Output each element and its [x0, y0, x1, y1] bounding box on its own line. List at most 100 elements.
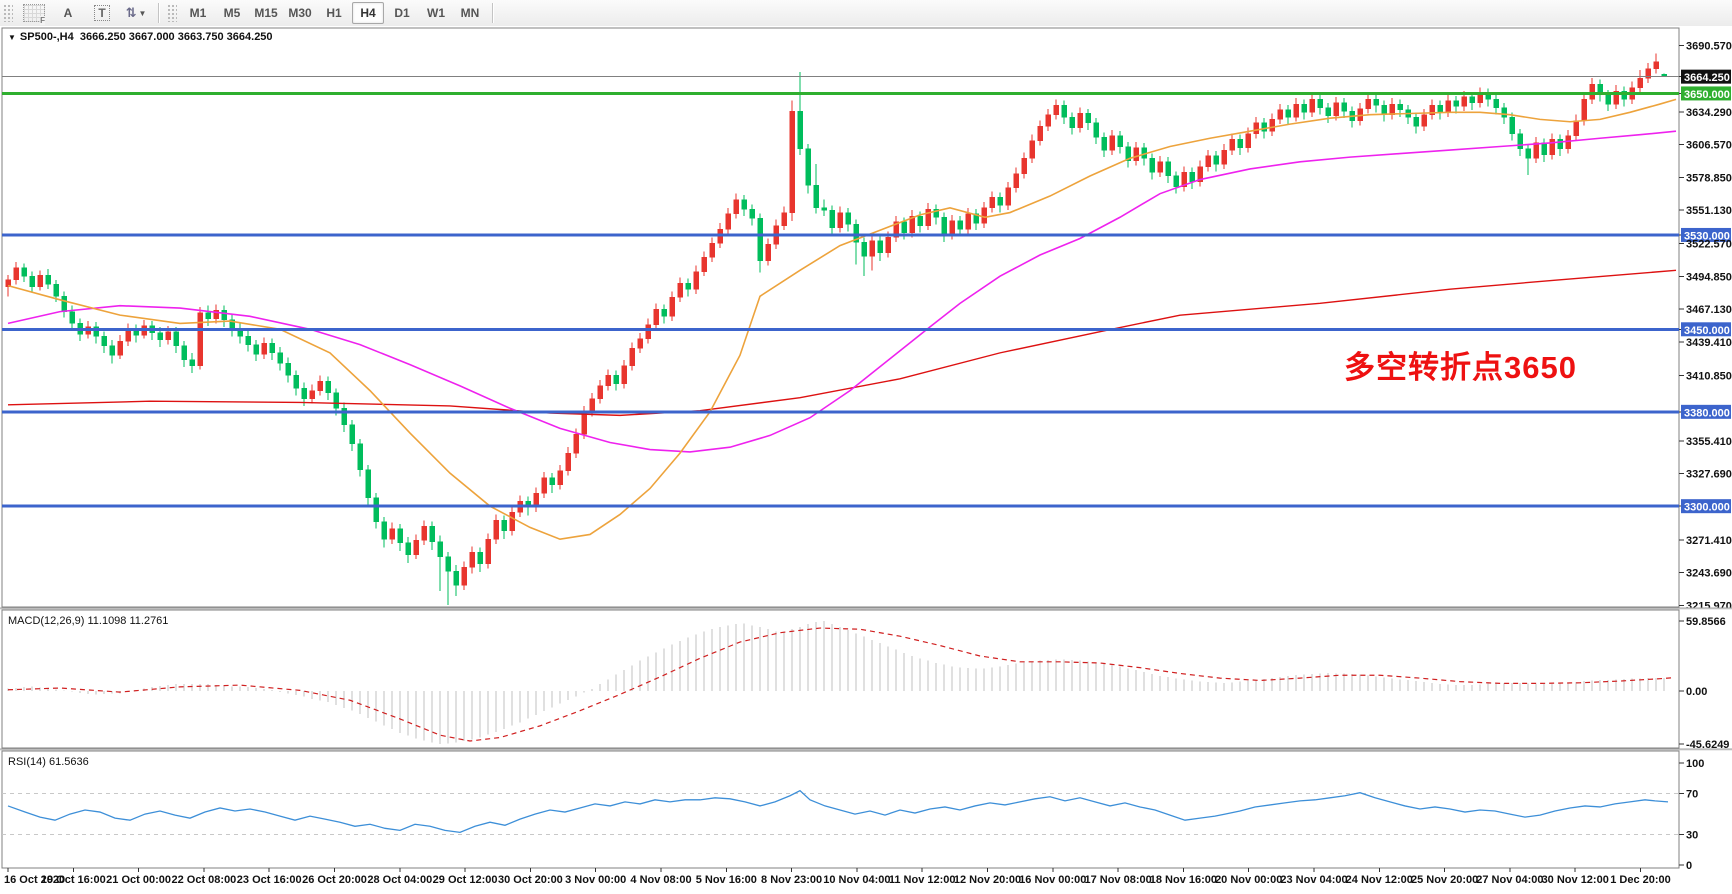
time-tick-label: 16 Oct 2020: [4, 874, 65, 886]
candle-body: [1341, 102, 1347, 112]
candle-body: [405, 542, 411, 555]
text-a-icon[interactable]: A: [63, 6, 73, 20]
candle-body: [1525, 148, 1531, 159]
candle-body: [581, 411, 587, 435]
candle-body: [829, 209, 835, 229]
time-tick-label: 19 Oct 16:00: [41, 874, 106, 886]
candle-body: [1293, 103, 1299, 118]
timeframe-toolbar: M1 M5 M15 M30 H1 H4 D1 W1 MN: [181, 2, 487, 24]
candle-body: [317, 380, 323, 391]
candle-body: [677, 283, 683, 298]
candle-body: [1093, 122, 1099, 138]
price-label-box-green: [1681, 86, 1731, 101]
candle-body: [349, 424, 355, 444]
timeframe-button-m1[interactable]: M1: [189, 6, 207, 20]
timeframe-button-w1[interactable]: W1: [427, 6, 445, 20]
candle-body: [917, 215, 923, 226]
timeframe-button-m30[interactable]: M30: [288, 6, 312, 20]
candle-body: [1229, 139, 1235, 151]
price-label-box-black: [1681, 69, 1731, 84]
text-label-icon[interactable]: T: [86, 2, 118, 24]
toolbar-separator: [158, 3, 159, 23]
candle-body: [1333, 102, 1339, 117]
candle-body: [109, 345, 115, 356]
candle-body: [941, 217, 947, 236]
candle-body: [605, 375, 611, 387]
price-tick-label: 3410.850: [1686, 370, 1732, 382]
price-tick-label: 3215.970: [1686, 600, 1732, 612]
price-tick-label: 3439.410: [1686, 337, 1732, 349]
price-tick-label: 3467.130: [1686, 304, 1732, 316]
candle-body: [1197, 166, 1203, 183]
rsi-tick-label: 70: [1686, 789, 1698, 801]
candle-body: [245, 336, 251, 345]
candle-body: [1173, 175, 1179, 187]
candle-body: [1269, 119, 1275, 132]
candle-body: [725, 213, 731, 230]
price-label-box-blue: [1681, 404, 1731, 419]
time-tick-label: 8 Nov 23:00: [761, 874, 822, 886]
candle-body: [1277, 109, 1283, 120]
time-tick-label: 23 Oct 16:00: [237, 874, 302, 886]
candle-body: [597, 385, 603, 400]
candle-body: [797, 110, 803, 150]
candle-body: [277, 352, 283, 364]
chart-area[interactable]: ▼ SP500-,H4 3666.250 3667.000 3663.750 36…: [0, 26, 1732, 894]
candle-body: [285, 363, 291, 376]
candle-body: [1189, 172, 1195, 183]
grid-f-icon[interactable]: F: [18, 2, 50, 25]
candle-body: [1517, 133, 1523, 150]
candle-body: [325, 380, 331, 394]
candle-body: [1541, 142, 1547, 156]
candle-body: [1253, 122, 1259, 134]
arrows-tool-icon[interactable]: ⇅ ▼: [125, 5, 147, 20]
chart-dropdown-icon[interactable]: ▼: [8, 33, 16, 42]
candle-body: [1005, 187, 1011, 206]
time-tick-label: 30 Oct 20:00: [498, 874, 563, 886]
timeframe-button-h1[interactable]: H1: [326, 6, 342, 20]
candle-body: [821, 207, 827, 211]
candle-body: [1053, 104, 1059, 115]
candle-body: [301, 388, 307, 400]
candle-body: [389, 528, 395, 540]
toolbar-drag-handle[interactable]: [3, 4, 13, 22]
candle-body: [173, 331, 179, 347]
timeframe-button-mn[interactable]: MN: [460, 6, 480, 20]
candle-body: [749, 208, 755, 219]
time-tick-label: 12 Nov 20:00: [954, 874, 1021, 886]
candle-body: [453, 570, 459, 586]
candle-body: [221, 310, 227, 321]
candle-body: [805, 148, 811, 186]
candle-body: [733, 199, 739, 214]
candle-body: [1125, 146, 1131, 161]
price-label-box-text: 3380.000: [1684, 407, 1730, 419]
price-label-box-blue: [1681, 499, 1731, 514]
candle-body: [1245, 133, 1251, 148]
candle-body: [1453, 100, 1459, 107]
candle-body: [693, 271, 699, 290]
candle-body: [565, 452, 571, 472]
candle-body: [1549, 139, 1555, 156]
timeframe-button-m15[interactable]: M15: [254, 6, 278, 20]
candle-body: [1325, 107, 1331, 117]
price-tick-label: 3522.570: [1686, 239, 1732, 251]
timeframe-button-h4[interactable]: H4: [352, 2, 384, 24]
dropdown-caret-icon[interactable]: ▼: [138, 8, 147, 18]
candle-body: [1077, 113, 1083, 128]
price-label-box-blue: [1681, 227, 1731, 242]
candle-body: [925, 208, 931, 226]
candle-body: [1613, 90, 1619, 105]
chart-canvas[interactable]: 3690.570 3664.250 3650.000 3634.290 3606.570…: [0, 26, 1732, 894]
timeframe-button-m5[interactable]: M5: [223, 6, 241, 20]
timeframe-button-d1[interactable]: D1: [394, 6, 410, 20]
candle-body: [1013, 173, 1019, 189]
candle-body: [493, 520, 499, 540]
candle-body: [1437, 104, 1443, 113]
candle-body: [117, 340, 123, 356]
candle-body: [1637, 77, 1643, 88]
candle-body: [53, 284, 59, 297]
candle-body: [1461, 96, 1467, 107]
timeframe-toolbar-handle[interactable]: [167, 4, 177, 22]
